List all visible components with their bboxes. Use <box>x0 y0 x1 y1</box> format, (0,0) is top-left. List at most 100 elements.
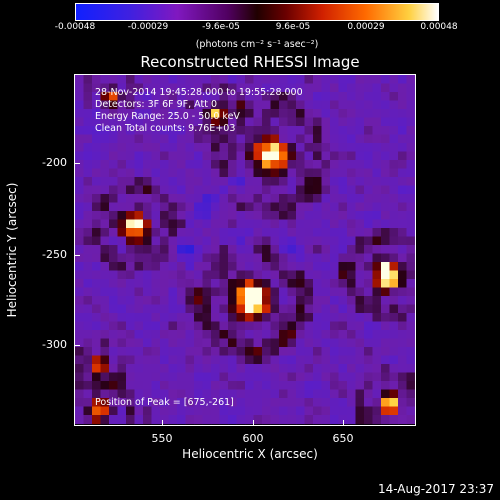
map-pixel <box>355 321 365 331</box>
map-pixel <box>364 381 374 391</box>
map-pixel <box>83 83 93 93</box>
map-pixel <box>228 151 238 161</box>
map-pixel <box>245 270 255 280</box>
map-pixel <box>304 100 314 110</box>
map-pixel <box>228 347 238 357</box>
map-pixel <box>304 177 314 187</box>
map-pixel <box>134 270 144 280</box>
map-pixel <box>296 338 306 348</box>
map-pixel <box>338 287 348 297</box>
map-pixel <box>338 279 348 289</box>
map-pixel <box>355 253 365 263</box>
map-pixel <box>143 100 153 110</box>
map-pixel <box>117 381 127 391</box>
map-pixel <box>151 398 161 408</box>
map-pixel <box>372 219 382 229</box>
image-plot-frame: 28-Nov-2014 19:45:28.000 to 19:55:28.000… <box>74 74 416 426</box>
map-pixel <box>83 415 93 425</box>
map-pixel <box>228 270 238 280</box>
map-pixel <box>381 313 391 323</box>
map-pixel <box>287 160 297 170</box>
map-pixel <box>270 134 280 144</box>
map-pixel <box>211 109 221 119</box>
map-pixel <box>92 194 102 204</box>
map-pixel <box>83 92 93 102</box>
map-pixel <box>126 143 136 153</box>
map-pixel <box>92 389 102 399</box>
map-pixel <box>177 304 187 314</box>
map-pixel <box>75 202 85 212</box>
map-pixel <box>219 245 229 255</box>
map-pixel <box>398 109 408 119</box>
map-pixel <box>330 117 340 127</box>
map-pixel <box>262 160 272 170</box>
map-pixel <box>75 313 85 323</box>
map-pixel <box>262 177 272 187</box>
map-pixel <box>406 270 415 280</box>
map-pixel <box>381 228 391 238</box>
map-pixel <box>219 75 229 85</box>
map-pixel <box>364 211 374 221</box>
map-pixel <box>330 168 340 178</box>
map-pixel <box>219 415 229 425</box>
map-pixel <box>287 194 297 204</box>
map-pixel <box>245 202 255 212</box>
map-pixel <box>381 338 391 348</box>
map-pixel <box>330 253 340 263</box>
map-pixel <box>143 270 153 280</box>
map-pixel <box>92 228 102 238</box>
map-pixel <box>330 151 340 161</box>
map-pixel <box>321 330 331 340</box>
map-pixel <box>92 313 102 323</box>
map-pixel <box>75 321 85 331</box>
map-pixel <box>364 228 374 238</box>
map-pixel <box>381 279 391 289</box>
map-pixel <box>338 406 348 416</box>
map-pixel <box>75 347 85 357</box>
map-pixel <box>245 330 255 340</box>
map-pixel <box>117 398 127 408</box>
map-pixel <box>100 330 110 340</box>
map-pixel <box>219 151 229 161</box>
map-pixel <box>398 330 408 340</box>
map-pixel <box>211 270 221 280</box>
map-pixel <box>398 245 408 255</box>
x-axis-label: Heliocentric X (arcsec) <box>182 447 318 461</box>
map-pixel <box>270 126 280 136</box>
map-pixel <box>117 372 127 382</box>
map-pixel <box>245 321 255 331</box>
map-pixel <box>296 143 306 153</box>
map-pixel <box>83 364 93 374</box>
map-pixel <box>177 262 187 272</box>
map-pixel <box>143 143 153 153</box>
map-pixel <box>109 279 119 289</box>
map-pixel <box>372 143 382 153</box>
map-pixel <box>355 143 365 153</box>
map-pixel <box>330 100 340 110</box>
map-pixel <box>330 262 340 272</box>
map-pixel <box>389 202 399 212</box>
map-pixel <box>245 364 255 374</box>
map-pixel <box>160 117 170 127</box>
map-pixel <box>134 262 144 272</box>
map-pixel <box>228 313 238 323</box>
map-pixel <box>381 415 391 425</box>
map-pixel <box>279 338 289 348</box>
map-pixel <box>406 219 415 229</box>
map-pixel <box>270 364 280 374</box>
map-pixel <box>253 211 263 221</box>
map-pixel <box>100 389 110 399</box>
map-pixel <box>83 177 93 187</box>
map-pixel <box>134 219 144 229</box>
map-pixel <box>134 143 144 153</box>
map-pixel <box>143 228 153 238</box>
map-pixel <box>185 389 195 399</box>
map-pixel <box>313 168 323 178</box>
map-pixel <box>160 304 170 314</box>
map-pixel <box>143 262 153 272</box>
map-pixel <box>321 398 331 408</box>
map-pixel <box>338 219 348 229</box>
map-pixel <box>313 372 323 382</box>
map-pixel <box>185 381 195 391</box>
map-pixel <box>177 211 187 221</box>
